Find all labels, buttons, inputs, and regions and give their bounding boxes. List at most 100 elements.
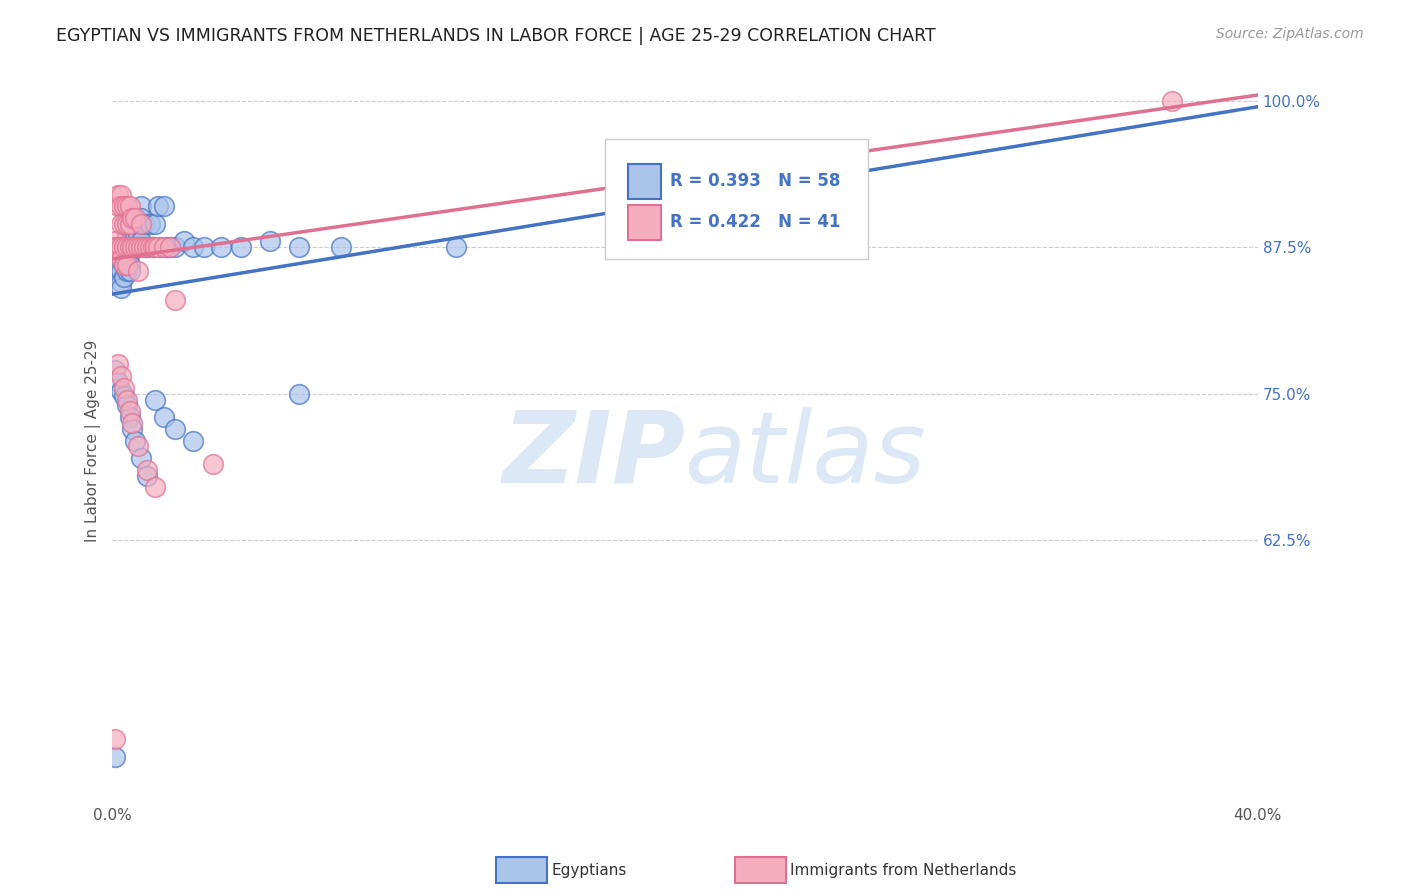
Point	[129, 211, 152, 225]
Point	[141, 240, 163, 254]
Point	[118, 258, 141, 272]
Point	[110, 252, 132, 266]
Point	[259, 235, 281, 249]
Point	[129, 451, 152, 466]
Point	[110, 199, 132, 213]
Point	[135, 468, 157, 483]
Text: atlas: atlas	[685, 407, 927, 504]
Point	[104, 240, 127, 254]
FancyBboxPatch shape	[628, 164, 661, 200]
Point	[287, 386, 309, 401]
Point	[104, 732, 127, 747]
Point	[118, 217, 141, 231]
Point	[118, 404, 141, 418]
Point	[150, 240, 173, 254]
Point	[231, 240, 253, 254]
Point	[132, 217, 155, 231]
Point	[110, 263, 132, 277]
Point	[127, 263, 149, 277]
Point	[121, 240, 143, 254]
Point	[135, 240, 157, 254]
Point	[115, 398, 138, 412]
Point	[141, 240, 163, 254]
Point	[115, 240, 138, 254]
Point	[132, 240, 155, 254]
Point	[110, 252, 132, 266]
Point	[129, 240, 152, 254]
Point	[112, 269, 135, 284]
Point	[127, 439, 149, 453]
Point	[112, 246, 135, 260]
Point	[121, 211, 143, 225]
Point	[118, 263, 141, 277]
Text: EGYPTIAN VS IMMIGRANTS FROM NETHERLANDS IN LABOR FORCE | AGE 25-29 CORRELATION C: EGYPTIAN VS IMMIGRANTS FROM NETHERLANDS …	[56, 27, 936, 45]
Point	[129, 235, 152, 249]
Point	[145, 217, 167, 231]
Y-axis label: In Labor Force | Age 25-29: In Labor Force | Age 25-29	[86, 339, 101, 541]
Point	[115, 199, 138, 213]
Point	[107, 375, 129, 389]
Point	[110, 217, 132, 231]
Point	[104, 363, 127, 377]
Point	[110, 187, 132, 202]
Point	[115, 258, 138, 272]
Point	[112, 240, 135, 254]
Point	[181, 434, 204, 448]
Point	[121, 240, 143, 254]
Point	[121, 228, 143, 243]
Point	[115, 217, 138, 231]
Point	[159, 240, 181, 254]
Point	[159, 240, 181, 254]
Point	[124, 217, 146, 231]
Point	[115, 217, 138, 231]
Point	[118, 199, 141, 213]
Point	[110, 369, 132, 384]
Point	[115, 211, 138, 225]
Point	[124, 434, 146, 448]
Point	[118, 410, 141, 425]
Point	[124, 211, 146, 225]
Point	[104, 252, 127, 266]
FancyBboxPatch shape	[605, 139, 869, 259]
Point	[121, 217, 143, 231]
Point	[135, 240, 157, 254]
Point	[112, 381, 135, 395]
Text: R = 0.393   N = 58: R = 0.393 N = 58	[671, 172, 841, 190]
Point	[121, 422, 143, 436]
Point	[124, 240, 146, 254]
Point	[153, 240, 176, 254]
Point	[135, 463, 157, 477]
Point	[115, 392, 138, 407]
Text: Immigrants from Netherlands: Immigrants from Netherlands	[790, 863, 1017, 878]
Point	[107, 199, 129, 213]
Point	[127, 240, 149, 254]
Point	[115, 252, 138, 266]
Point	[153, 199, 176, 213]
Point	[156, 240, 179, 254]
Point	[703, 239, 725, 253]
Point	[209, 240, 232, 254]
Point	[193, 240, 215, 254]
Point	[115, 240, 138, 254]
Point	[201, 457, 224, 471]
Text: Egyptians: Egyptians	[551, 863, 627, 878]
Point	[110, 240, 132, 254]
Point	[115, 228, 138, 243]
Point	[121, 416, 143, 430]
Point	[330, 240, 353, 254]
Point	[118, 240, 141, 254]
Point	[124, 228, 146, 243]
Point	[1161, 94, 1184, 108]
Point	[165, 240, 187, 254]
Point	[115, 263, 138, 277]
Point	[110, 384, 132, 399]
Point	[129, 199, 152, 213]
Point	[112, 258, 135, 272]
Point	[107, 358, 129, 372]
Point	[110, 240, 132, 254]
Point	[287, 240, 309, 254]
Point	[112, 199, 135, 213]
Point	[107, 240, 129, 254]
FancyBboxPatch shape	[628, 204, 661, 240]
Point	[112, 240, 135, 254]
